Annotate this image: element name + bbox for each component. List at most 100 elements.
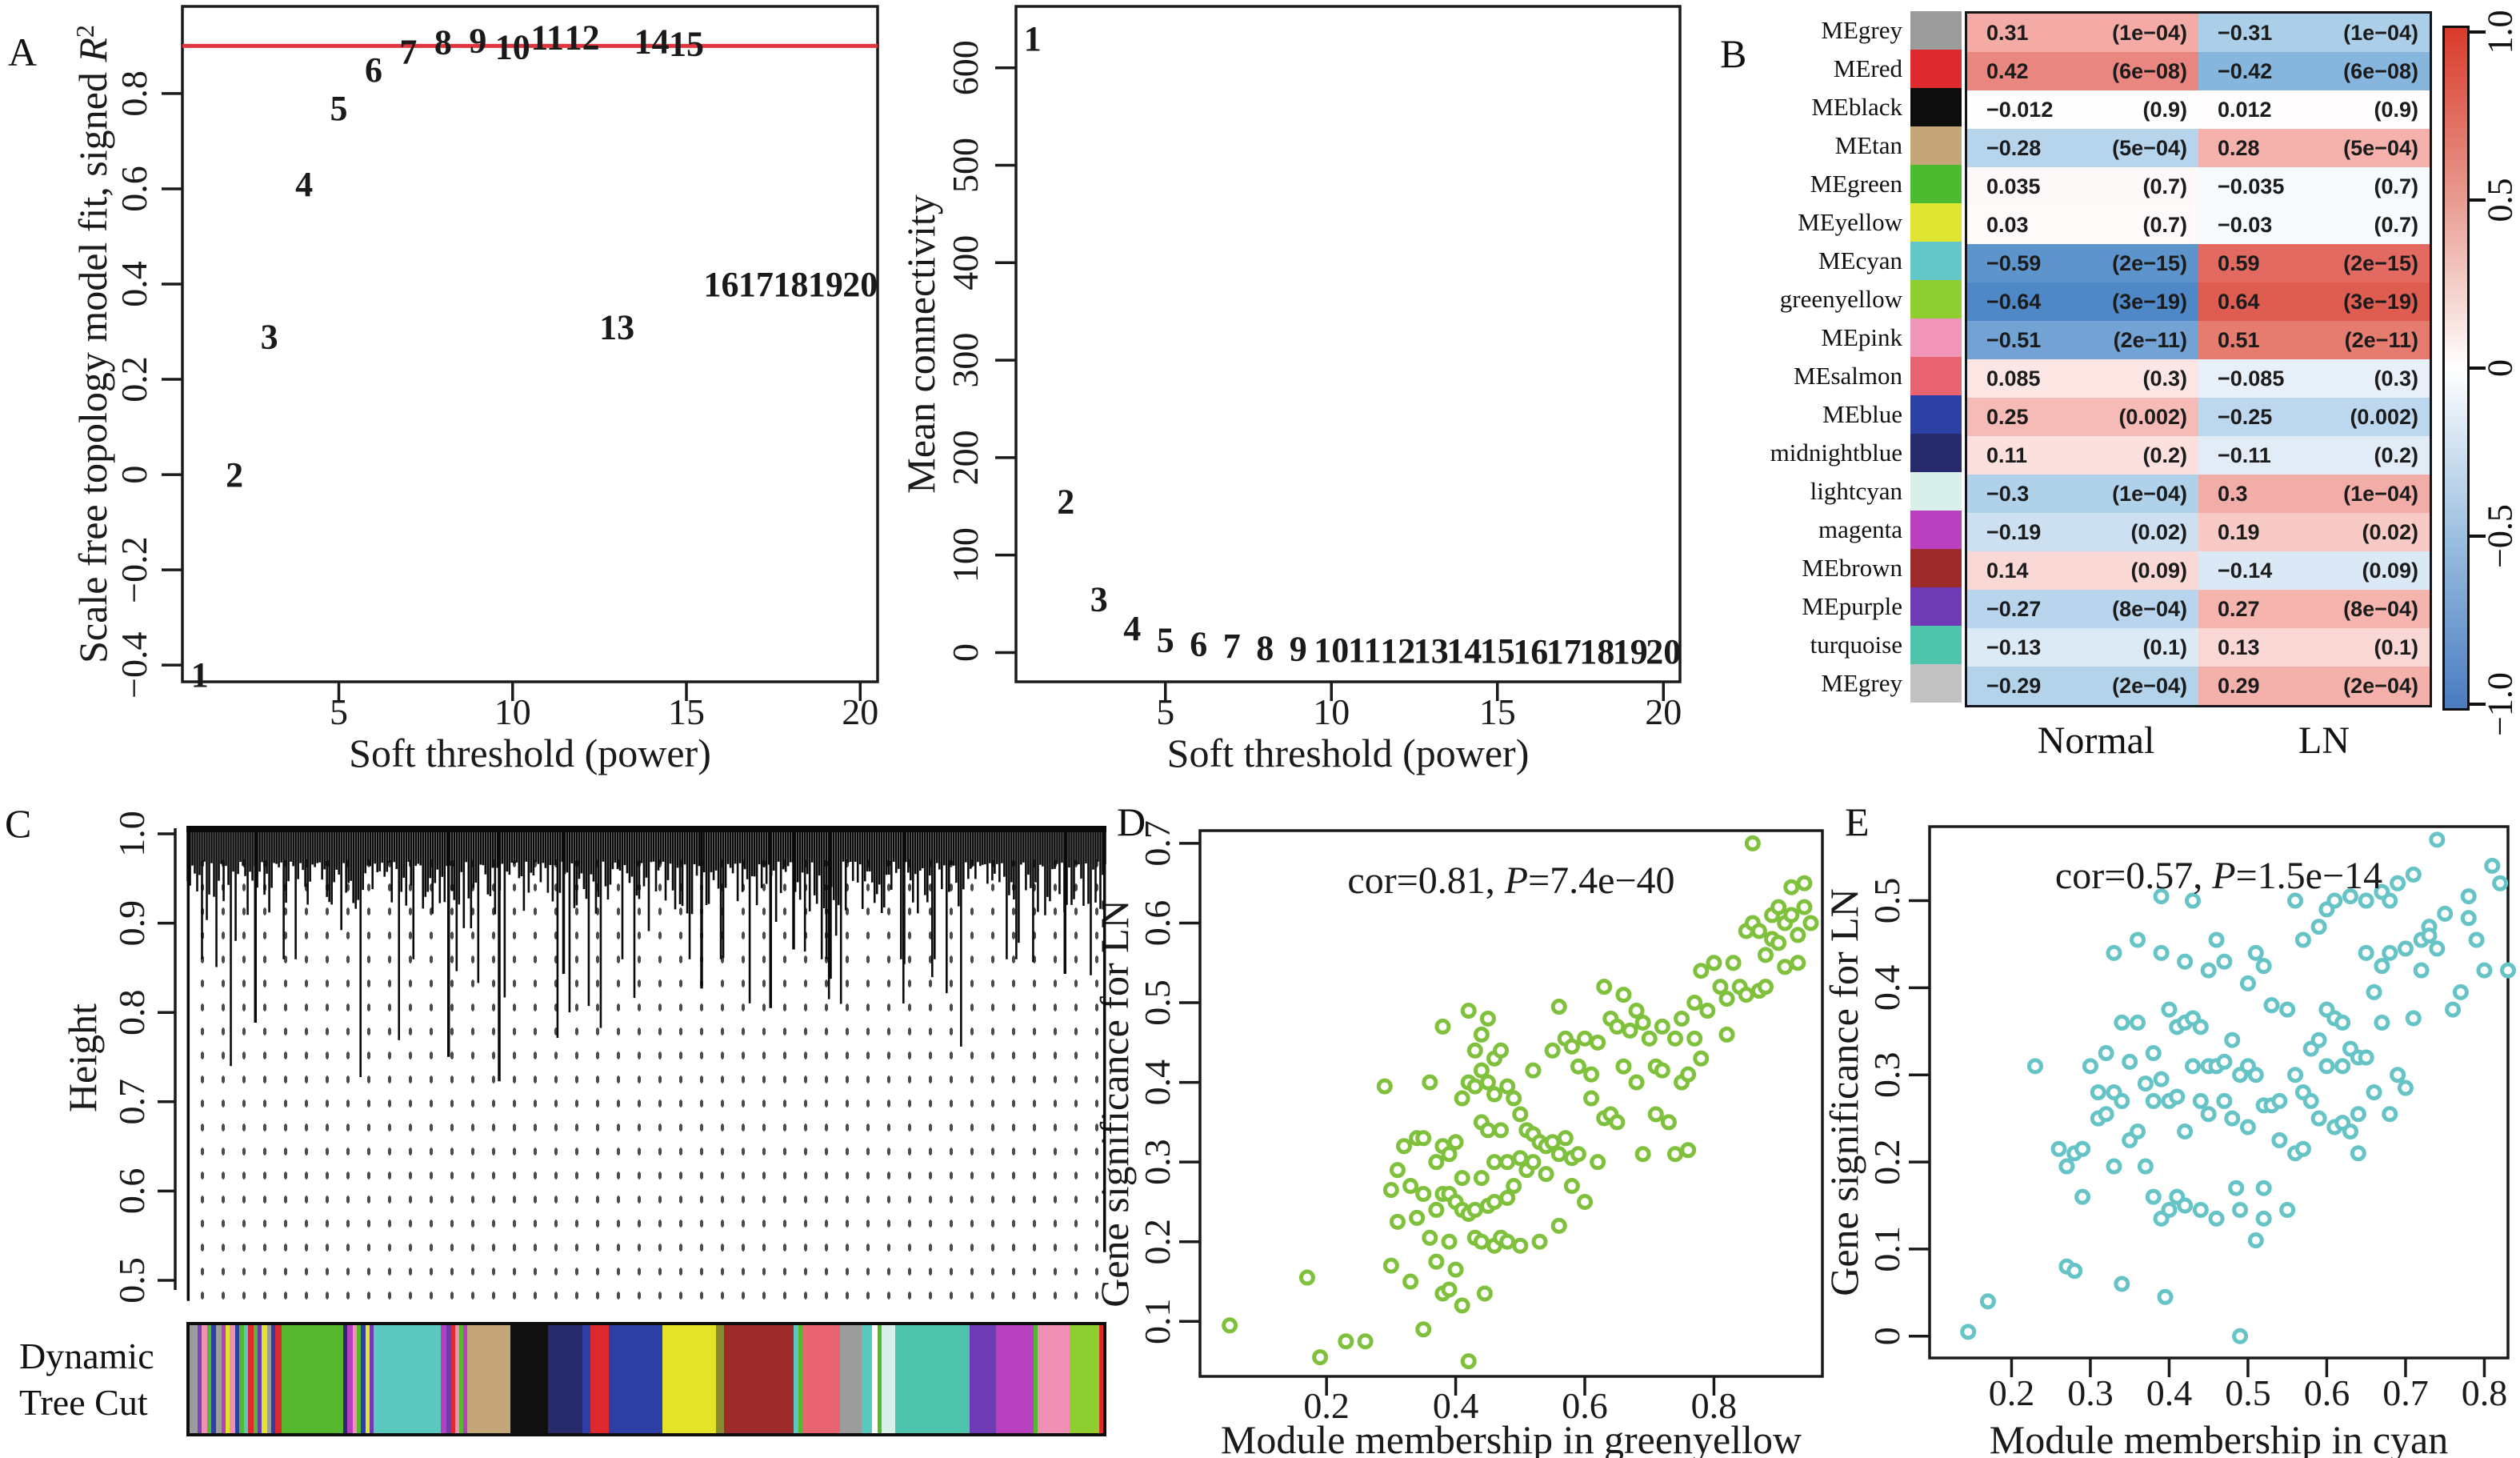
heatmap-cell: 0.29 (2e−04) bbox=[2198, 667, 2430, 705]
module-band-stripe bbox=[459, 1325, 464, 1433]
module-band-stripe bbox=[723, 1325, 794, 1433]
module-band-stripe bbox=[861, 1325, 873, 1433]
module-color-swatch bbox=[1910, 88, 1962, 126]
heatmap-cell: −0.11 (0.2) bbox=[2198, 436, 2430, 475]
power-point-label: 19 bbox=[1613, 632, 1648, 671]
correlation-value: 0.31 bbox=[1986, 20, 2029, 45]
data-point bbox=[2255, 958, 2272, 975]
heatmap-cell: −0.012 (0.9) bbox=[1967, 90, 2198, 129]
module-color-swatch bbox=[1910, 434, 1962, 472]
data-point bbox=[1512, 1150, 1529, 1167]
module-color-column bbox=[1910, 11, 1962, 703]
power-point-label: 4 bbox=[1123, 609, 1141, 648]
power-point-label: 9 bbox=[1290, 630, 1307, 669]
data-point bbox=[1738, 987, 1754, 1003]
data-point bbox=[1544, 1134, 1561, 1151]
heatmap-cell: −0.29 (2e−04) bbox=[1967, 667, 2198, 705]
trait-column-ln: LN bbox=[2298, 719, 2350, 762]
p-value: (0.7) bbox=[2142, 212, 2187, 237]
colorbar-tick-label: 1.0 bbox=[2480, 10, 2520, 54]
data-point bbox=[2200, 962, 2217, 979]
correlation-value: −0.59 bbox=[1986, 250, 2042, 275]
data-point bbox=[1476, 1285, 1493, 1302]
data-point bbox=[1389, 1162, 1406, 1179]
heatmap-cell: −0.035 (0.7) bbox=[2198, 167, 2430, 206]
panel-c-label: C bbox=[5, 801, 32, 846]
power-point-label: 20 bbox=[842, 265, 878, 304]
y-tick-label: 0.4 bbox=[1137, 1059, 1178, 1106]
module-label: MEblue bbox=[1822, 400, 1902, 428]
module-band-stripe bbox=[840, 1325, 862, 1433]
data-point bbox=[1583, 1066, 1600, 1083]
p-value: (1e−04) bbox=[2343, 20, 2418, 45]
power-point-label: 1 bbox=[1024, 19, 1042, 58]
data-point bbox=[1402, 1273, 1419, 1290]
data-point bbox=[2114, 1092, 2130, 1109]
correlation-value: −0.25 bbox=[2218, 404, 2273, 429]
data-point bbox=[1744, 835, 1761, 851]
data-point bbox=[2500, 962, 2516, 979]
data-point bbox=[1422, 1229, 1438, 1246]
height-tick-label: 0.9 bbox=[111, 900, 152, 947]
data-point bbox=[2177, 953, 2194, 970]
power-point-label: 13 bbox=[1414, 631, 1449, 671]
module-color-swatch bbox=[1910, 50, 1962, 88]
correlation-value: −0.14 bbox=[2218, 558, 2273, 583]
data-point bbox=[2271, 1092, 2288, 1109]
data-point bbox=[1693, 963, 1710, 979]
data-point bbox=[2098, 1106, 2114, 1123]
data-point bbox=[1563, 1038, 1580, 1055]
data-point bbox=[1563, 1178, 1580, 1195]
data-point bbox=[2130, 931, 2146, 948]
data-point bbox=[2247, 1232, 2264, 1249]
data-point bbox=[2271, 1132, 2288, 1148]
colorbar-tick bbox=[2470, 30, 2486, 34]
power-point-label: 7 bbox=[399, 33, 417, 72]
module-band-stripe bbox=[248, 1325, 254, 1433]
y-tick-label: 100 bbox=[945, 527, 986, 583]
data-point bbox=[2429, 831, 2446, 848]
module-band-stripe bbox=[230, 1325, 235, 1433]
module-label: MEpink bbox=[1821, 323, 1902, 351]
y-tick-label: 0.5 bbox=[1866, 878, 1907, 924]
power-point-label: 17 bbox=[1546, 632, 1582, 671]
x-axis-title: Soft threshold (power) bbox=[1167, 731, 1530, 775]
plot-box bbox=[1928, 825, 2510, 1360]
module-band-stripe bbox=[347, 1325, 353, 1433]
data-point bbox=[2177, 1197, 2194, 1214]
y-tick-label: 0.3 bbox=[1137, 1139, 1178, 1185]
heatmap-cell: 0.27 (8e−04) bbox=[2198, 590, 2430, 628]
data-point bbox=[1686, 995, 1703, 1011]
module-band-stripe bbox=[1099, 1325, 1104, 1433]
data-point bbox=[2130, 1014, 2146, 1031]
heatmap-cell: 0.3 (1e−04) bbox=[2198, 475, 2430, 513]
heatmap-cell: −0.085 (0.3) bbox=[2198, 359, 2430, 398]
data-point bbox=[1428, 1201, 1445, 1218]
data-point bbox=[2137, 1158, 2154, 1175]
data-point bbox=[2255, 1210, 2272, 1227]
data-point bbox=[1712, 979, 1729, 995]
data-point bbox=[1550, 999, 1567, 1015]
module-label: MEgrey bbox=[1821, 669, 1902, 697]
module-band-stripe bbox=[451, 1325, 456, 1433]
y-axis-title: Gene significance for LN bbox=[1092, 899, 1137, 1308]
y-tick-label: 0.4 bbox=[114, 261, 154, 307]
data-point bbox=[2074, 1188, 2091, 1205]
y-tick-label: 500 bbox=[945, 138, 986, 193]
p-value: (2e−11) bbox=[2113, 327, 2187, 352]
data-point bbox=[2429, 940, 2446, 957]
module-trait-heatmap: 0.31 (1e−04) −0.31 (1e−04) 0.42 (6e−08) −0.42 (… bbox=[1965, 11, 2432, 707]
correlation-value: −0.3 bbox=[1986, 481, 2030, 506]
data-point bbox=[1550, 1146, 1567, 1163]
data-point bbox=[1466, 1042, 1483, 1059]
data-point bbox=[1512, 1237, 1529, 1254]
module-band-stripe bbox=[282, 1325, 344, 1433]
correlation-value: 0.012 bbox=[2218, 97, 2272, 122]
module-band-stripe bbox=[662, 1325, 716, 1433]
p-value: (0.02) bbox=[2362, 519, 2418, 544]
data-point bbox=[2358, 892, 2374, 909]
data-point bbox=[1506, 1090, 1522, 1107]
correlation-value: −0.42 bbox=[2218, 58, 2273, 83]
p-value: (0.3) bbox=[2142, 366, 2187, 391]
